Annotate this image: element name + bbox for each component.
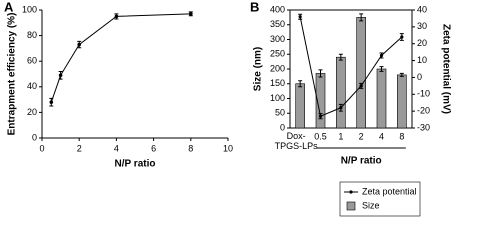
y2-axis-label: Zeta potential (mV)	[440, 24, 451, 114]
y-tick-label: 20	[27, 107, 37, 117]
line	[50, 13, 191, 103]
y-tick-label: 80	[27, 30, 37, 40]
point	[359, 84, 363, 88]
bar	[295, 83, 305, 129]
error-bar	[338, 53, 343, 61]
point	[400, 35, 404, 39]
x-tick-label: Dox-TPGS-LPs	[274, 131, 318, 151]
bar	[356, 17, 366, 129]
error-bar	[379, 66, 384, 72]
point	[189, 12, 193, 16]
error-bar	[359, 13, 364, 22]
y-tick-label: 50	[275, 108, 285, 118]
point	[339, 106, 343, 110]
y-tick-label: 150	[270, 78, 285, 88]
line	[299, 16, 403, 117]
y2-tick-label: 10	[417, 55, 427, 65]
y2-tick-label: -10	[417, 89, 430, 99]
x-tick-label: 2	[77, 143, 82, 153]
x-tick-label: 4	[379, 131, 384, 141]
x-tick-label: 1	[338, 131, 343, 141]
error-bar	[399, 72, 404, 77]
y2-tick-label: -20	[417, 106, 430, 116]
point	[58, 73, 63, 78]
y-tick-label: 60	[27, 56, 37, 66]
point	[77, 42, 81, 47]
point	[318, 114, 323, 118]
legend-swatch	[346, 201, 356, 211]
x-tick-label: 10	[223, 143, 233, 153]
point	[379, 53, 384, 58]
y-tick-label: 200	[270, 63, 285, 73]
y2-tick-label: 30	[417, 21, 427, 31]
plot-frame	[289, 9, 413, 129]
point	[49, 100, 54, 104]
y-tick-label: 100	[22, 4, 37, 14]
bar	[336, 56, 346, 129]
y-tick-label: 0	[32, 132, 37, 142]
legend-marker	[349, 190, 353, 194]
y-tick-label: 100	[270, 93, 285, 103]
y-tick-label: 350	[270, 19, 285, 29]
legend-box	[339, 181, 421, 217]
x-axis-label: N/P ratio	[115, 159, 156, 170]
y2-tick-label: -30	[417, 122, 430, 132]
bar	[397, 74, 407, 129]
y-tick-label: 400	[270, 4, 285, 14]
x-tick-label: 8	[399, 131, 404, 141]
legend-label: Zeta potential	[362, 186, 417, 196]
x-axis-label: N/P ratio	[341, 156, 382, 167]
x-tick-label: 8	[188, 143, 193, 153]
y-axis-label: Entrapment efficiency (%)	[7, 13, 18, 136]
x-tick-label: 0.5	[314, 131, 327, 141]
y-tick-label: 0	[280, 122, 285, 132]
bar	[376, 68, 387, 129]
y-tick-label: 40	[27, 81, 37, 91]
y-tick-label: 300	[270, 34, 285, 44]
y-axis-label: Size (nm)	[253, 47, 264, 91]
y2-tick-label: 40	[417, 4, 427, 14]
y-tick-label: 250	[270, 49, 285, 59]
y2-tick-label: 0	[417, 72, 422, 82]
x-tick-label: 0	[39, 143, 44, 153]
x-tick-label: 2	[359, 131, 364, 141]
x-tick-label: 4	[114, 143, 119, 153]
y2-tick-label: 20	[417, 38, 427, 48]
x-tick-label-box: Dox-TPGS-LPs	[274, 131, 318, 151]
panel-label: B	[250, 0, 259, 14]
error-bar	[318, 69, 323, 78]
error-bar	[298, 80, 303, 88]
x-tick-label: 6	[151, 143, 156, 153]
legend-label: Size	[362, 200, 380, 210]
point	[114, 14, 119, 19]
point	[298, 15, 302, 19]
panel-label: A	[4, 0, 14, 14]
